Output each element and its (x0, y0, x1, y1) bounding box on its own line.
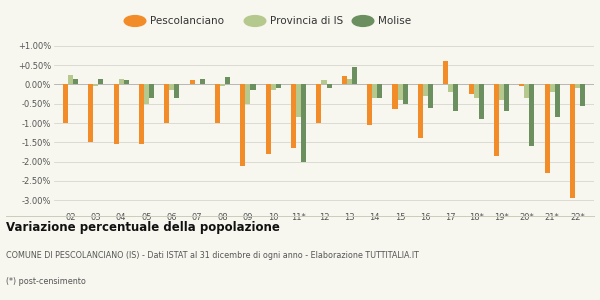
Text: Variazione percentuale della popolazione: Variazione percentuale della popolazione (6, 220, 280, 233)
Bar (372, 84, 377, 98)
Bar (291, 84, 296, 148)
Bar (266, 84, 271, 154)
Bar (149, 84, 154, 98)
Bar (469, 84, 473, 94)
Bar (63, 84, 68, 123)
Bar (326, 84, 332, 88)
Bar (499, 84, 504, 100)
Bar (220, 84, 225, 86)
Bar (119, 79, 124, 84)
Bar (342, 76, 347, 84)
Bar (367, 84, 372, 125)
Bar (88, 84, 93, 142)
Bar (519, 84, 524, 86)
Bar (164, 84, 169, 123)
Bar (448, 84, 453, 92)
Bar (428, 84, 433, 107)
Bar (575, 84, 580, 88)
Bar (570, 84, 575, 198)
Bar (398, 84, 403, 100)
Bar (494, 84, 499, 156)
Bar (215, 84, 220, 123)
Bar (241, 84, 245, 166)
Bar (453, 84, 458, 111)
Text: Pescolanciano: Pescolanciano (150, 16, 224, 26)
Text: COMUNE DI PESCOLANCIANO (IS) - Dati ISTAT al 31 dicembre di ogni anno - Elaboraz: COMUNE DI PESCOLANCIANO (IS) - Dati ISTA… (6, 250, 419, 260)
Bar (403, 84, 407, 104)
Bar (555, 84, 560, 117)
Bar (73, 79, 78, 84)
Bar (504, 84, 509, 111)
Bar (98, 79, 103, 84)
Bar (418, 84, 423, 139)
Bar (347, 79, 352, 84)
Bar (316, 84, 322, 123)
Bar (529, 84, 535, 146)
Text: Molise: Molise (378, 16, 411, 26)
Bar (68, 75, 73, 84)
Bar (93, 84, 98, 86)
Bar (296, 84, 301, 117)
Bar (113, 84, 119, 144)
Bar (545, 84, 550, 173)
Bar (271, 84, 276, 90)
Bar (250, 84, 256, 90)
Bar (479, 84, 484, 119)
Bar (139, 84, 144, 144)
Bar (225, 76, 230, 84)
Bar (245, 84, 250, 104)
Bar (524, 84, 529, 98)
Bar (322, 80, 326, 84)
Bar (200, 79, 205, 84)
Bar (550, 84, 555, 92)
Bar (301, 84, 306, 162)
Bar (144, 84, 149, 104)
Bar (377, 84, 382, 98)
Bar (352, 67, 357, 84)
Bar (276, 84, 281, 88)
Bar (473, 84, 479, 98)
Text: Provincia di IS: Provincia di IS (270, 16, 343, 26)
Text: (*) post-censimento: (*) post-censimento (6, 278, 86, 286)
Bar (175, 84, 179, 98)
Bar (169, 84, 175, 90)
Bar (443, 61, 448, 84)
Bar (124, 80, 129, 84)
Bar (190, 80, 195, 84)
Bar (423, 84, 428, 96)
Bar (580, 84, 585, 106)
Bar (392, 84, 398, 110)
